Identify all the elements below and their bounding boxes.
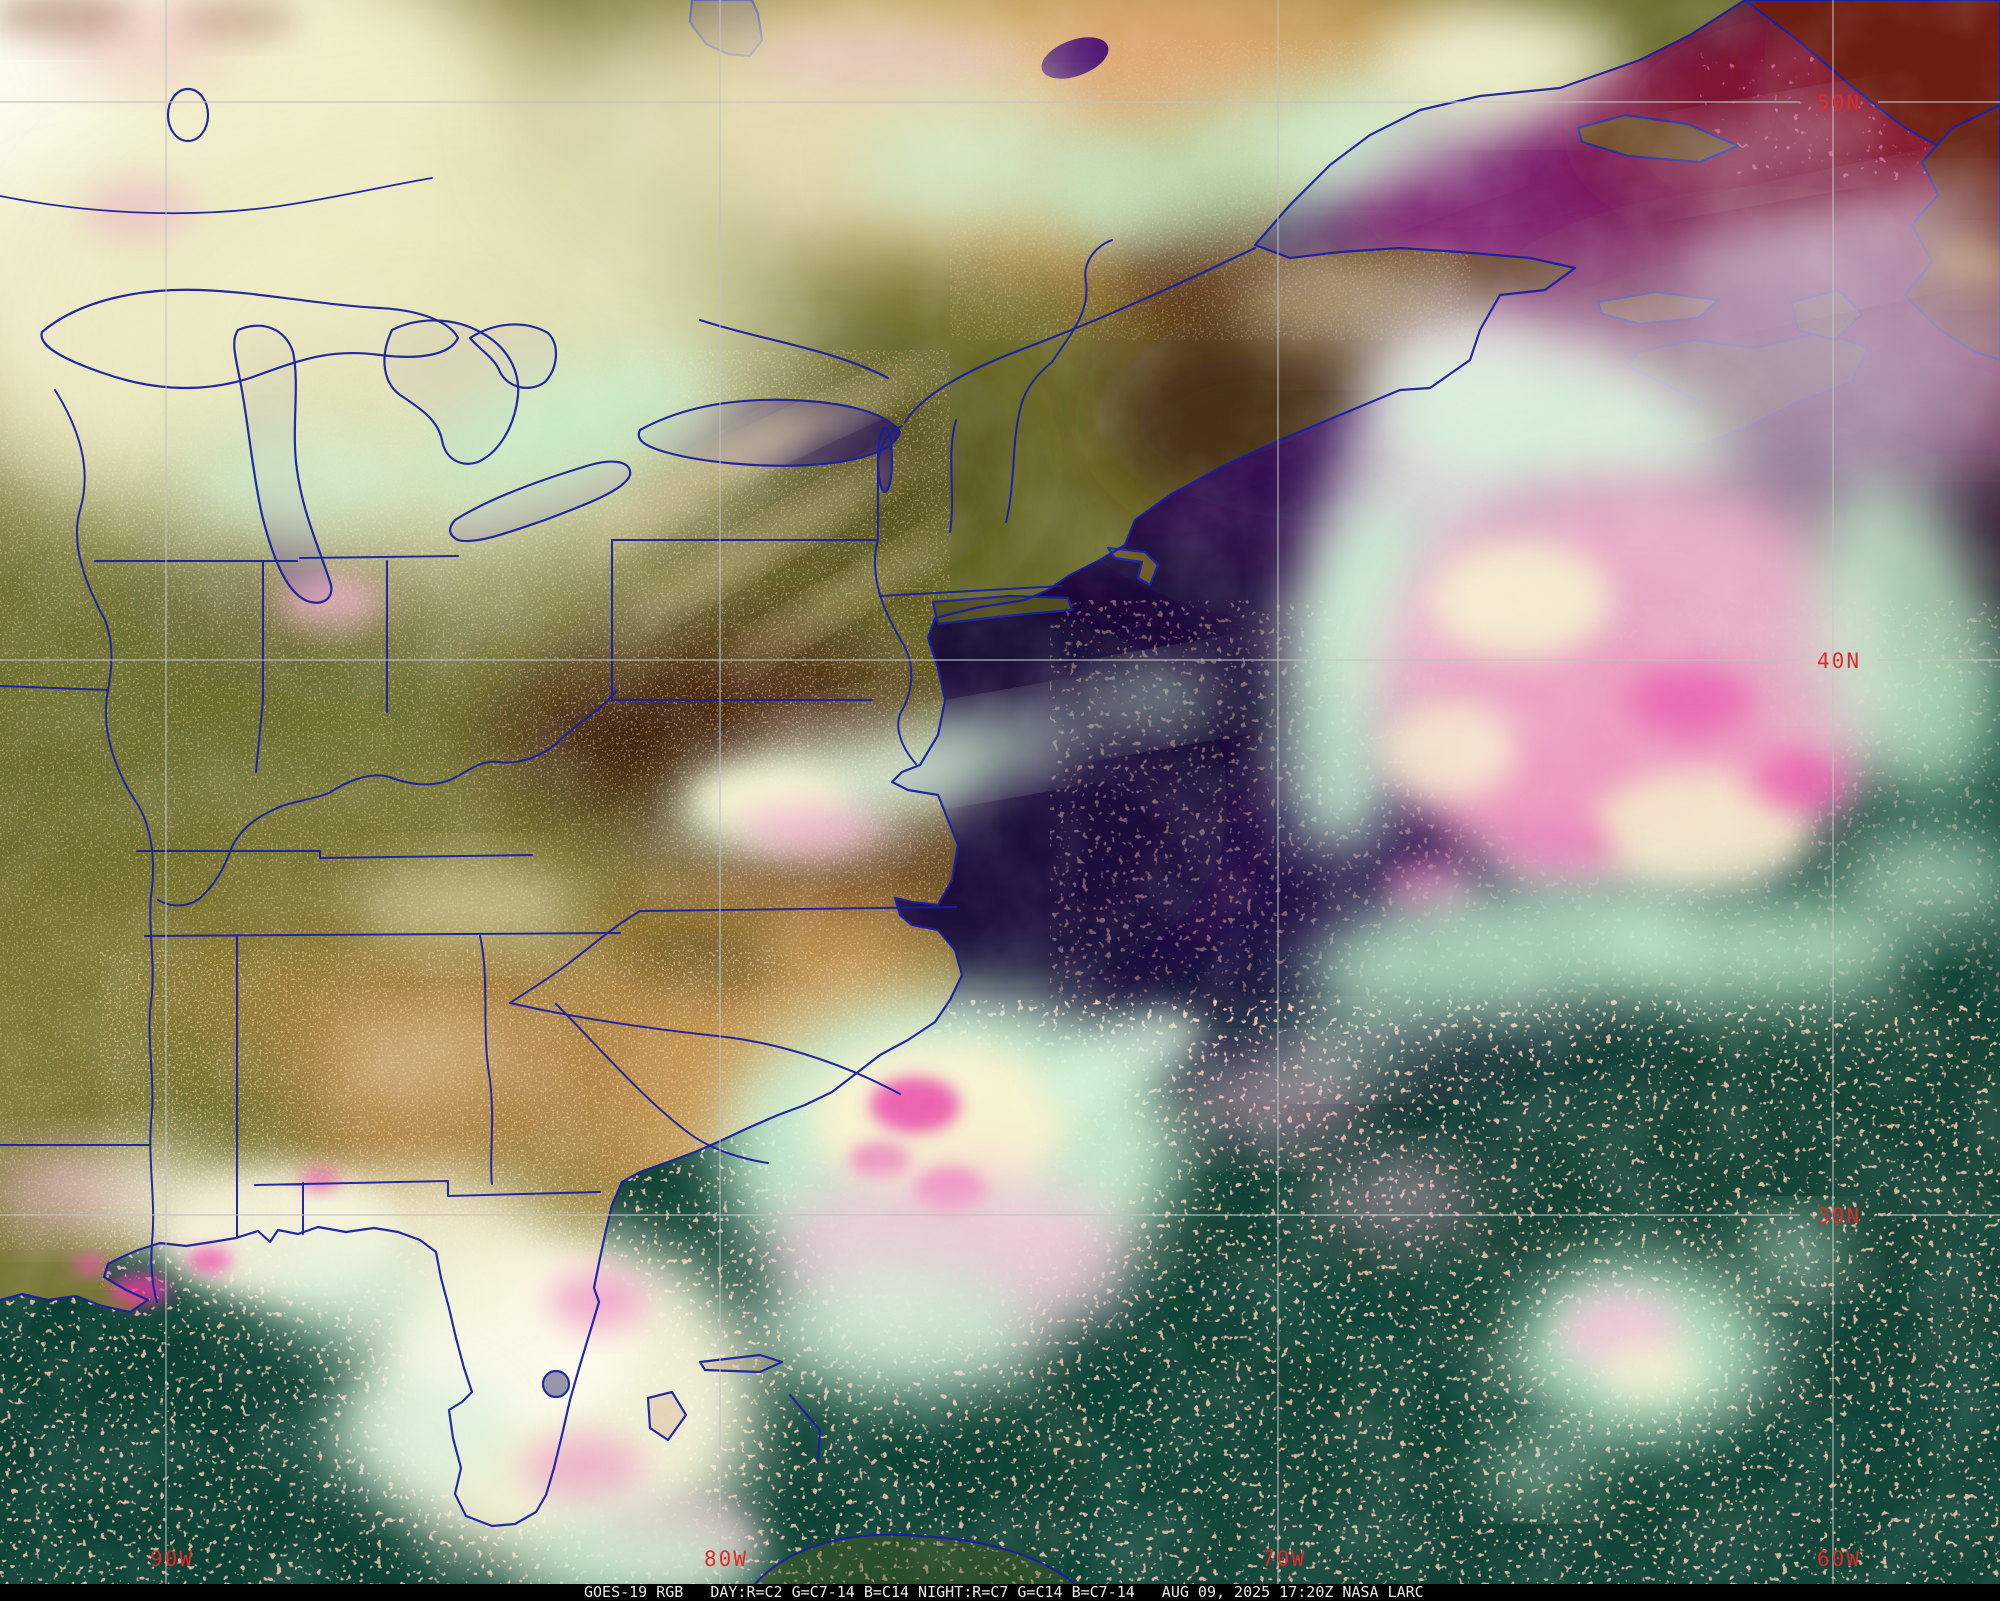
ontario-shore-north (0, 177, 433, 215)
caption-product: GOES-19 RGB (584, 1583, 684, 1601)
grid-label-latitude: 40N (1817, 649, 1861, 673)
cuba-coast (753, 1533, 1077, 1584)
grid-label-longitude: 80W (704, 1547, 748, 1571)
coastline (0, 0, 1747, 1528)
grid-label-latitude: 50N (1817, 91, 1861, 115)
caption-timestamp: AUG 09, 2025 17:20Z NASA LARC (1161, 1583, 1424, 1601)
grid-label-longitude: 90W (150, 1547, 194, 1571)
caption-recipe: DAY:R=C2 G=C7-14 B=C14 NIGHT:R=C7 G=C14 … (710, 1583, 1135, 1601)
caption-text: GOES-19 RGB DAY:R=C2 G=C7-14 B=C14 NIGHT… (584, 1584, 1424, 1600)
ottawa-river (698, 318, 890, 380)
andros-island (646, 1390, 688, 1442)
state-borders (0, 239, 1113, 1303)
grid-label-latitude: 30N (1817, 1204, 1861, 1228)
st-lawrence-river (903, 246, 1257, 424)
map-boundaries (0, 0, 1747, 1584)
grid-label-longitude: 60W (1817, 1547, 1861, 1571)
grid-label-longitude: 70W (1262, 1547, 1306, 1571)
eleuthera (788, 1393, 822, 1462)
lake-okeechobee (541, 1369, 571, 1399)
caption-bar: GOES-19 RGB DAY:R=C2 G=C7-14 B=C14 NIGHT… (0, 1584, 2000, 1600)
